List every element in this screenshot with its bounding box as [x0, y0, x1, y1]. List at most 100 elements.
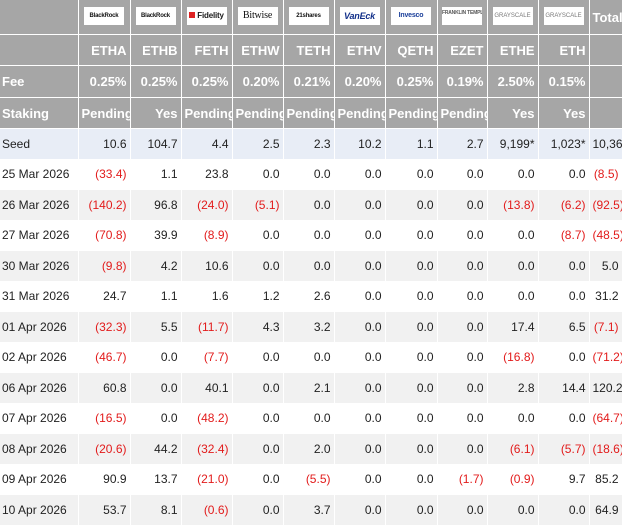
- fee-row: Fee 0.25% 0.25% 0.25% 0.20% 0.21% 0.20% 0.25% 0.…: [0, 65, 622, 98]
- flow-cell: 0.0: [232, 250, 284, 282]
- flow-cell: 9.7: [538, 464, 590, 495]
- flow-cell: 0.0: [232, 372, 284, 404]
- ticker-header: ETHB: [130, 34, 182, 66]
- ticker-row: ETHA ETHB FETH ETHW TETH ETHV QETH EZET ETHE ETH: [0, 34, 622, 66]
- fee-value: 0.20%: [334, 65, 386, 98]
- flow-cell: 2.8: [487, 372, 539, 404]
- ticker-header: ETHW: [232, 34, 284, 66]
- issuer-logo: GRAYSCALE: [543, 6, 584, 25]
- row-date-label: 27 Mar 2026: [0, 220, 79, 251]
- ticker-header: ETHV: [334, 34, 386, 66]
- issuer-logo-text: BlackRock: [89, 12, 119, 19]
- issuer-logo-text: GRAYSCALE: [494, 12, 531, 19]
- issuer-logo-text: VanEck: [344, 10, 375, 21]
- flow-cell: (70.8): [78, 220, 131, 251]
- ticker-header: EZET: [437, 34, 488, 66]
- flow-cell: (20.6): [78, 433, 131, 465]
- flow-cell: 8.1: [130, 494, 182, 526]
- flow-cell: 90.9: [78, 464, 131, 495]
- flow-cell: (13.8): [487, 189, 539, 221]
- row-date-label: 01 Apr 2026: [0, 311, 79, 343]
- issuer-logo-text: FRANKLIN TEMPLETON: [442, 9, 482, 16]
- staking-value: Pending: [283, 97, 335, 129]
- table-row: 27 Mar 2026 (70.8) 39.9 (8.9) 0.0 0.0 0.0 0.0 0.…: [0, 220, 622, 251]
- flow-cell: 0.0: [437, 311, 488, 343]
- flow-cell: 3.7: [283, 494, 335, 526]
- flow-cell: 6.5: [538, 311, 590, 343]
- flow-cell: 0.0: [385, 403, 438, 434]
- flow-cell: 0.0: [232, 464, 284, 495]
- flow-cell: 10.6: [181, 250, 233, 282]
- flow-cell: 0.0: [334, 464, 386, 495]
- flow-cell: 0.0: [130, 342, 182, 373]
- flow-cell: 2.7: [437, 128, 488, 160]
- flow-cell: 0.0: [487, 250, 539, 282]
- ticker-header: TETH: [283, 34, 335, 66]
- flow-cell: (32.3): [78, 311, 131, 343]
- flow-cell: 0.0: [487, 403, 539, 434]
- flow-cell: 1.1: [130, 159, 182, 190]
- flow-cell: 17.4: [487, 311, 539, 343]
- flow-cell: (8.9): [181, 220, 233, 251]
- issuer-logo: Fidelity: [186, 6, 227, 25]
- flow-cell: 39.9: [130, 220, 182, 251]
- flow-cell: (32.4): [181, 433, 233, 465]
- flow-cell: 0.0: [385, 464, 438, 495]
- issuer-logo-cell: GRAYSCALE: [487, 0, 539, 35]
- flow-cell: 0.0: [283, 342, 335, 373]
- flow-cell: 0.0: [334, 433, 386, 465]
- issuer-logo-cell: BlackRock: [78, 0, 131, 35]
- fee-label: Fee: [0, 65, 79, 98]
- issuer-logo: FRANKLIN TEMPLETON: [442, 6, 482, 25]
- flow-cell: 1.1: [385, 128, 438, 160]
- issuer-logo: Bitwise: [237, 6, 278, 25]
- staking-value: Pending: [181, 97, 233, 129]
- total-flow-cell: 64.9: [589, 494, 622, 526]
- table-row: 06 Apr 2026 60.8 0.0 40.1 0.0 2.1 0.0 0.0 0.0 2.8…: [0, 372, 622, 404]
- flow-cell: 0.0: [385, 494, 438, 526]
- flow-cell: 0.0: [437, 494, 488, 526]
- flow-cell: 0.0: [283, 189, 335, 221]
- flow-cell: 1.6: [181, 281, 233, 312]
- flow-cell: (140.2): [78, 189, 131, 221]
- ticker-header: ETH: [538, 34, 590, 66]
- fee-value: 0.19%: [437, 65, 488, 98]
- total-flow-cell: 85.2: [589, 464, 622, 495]
- issuer-logo-cell: VanEck: [334, 0, 386, 35]
- flow-cell: 0.0: [334, 311, 386, 343]
- flow-cell: 0.0: [334, 159, 386, 190]
- flow-cell: 0.0: [334, 403, 386, 434]
- row-date-label: 10 Apr 2026: [0, 494, 79, 526]
- flow-cell: (46.7): [78, 342, 131, 373]
- total-flow-cell: 5.0: [589, 250, 622, 282]
- table-row: 26 Mar 2026 (140.2) 96.8 (24.0) (5.1) 0.0 0.0 0…: [0, 189, 622, 221]
- staking-value: Pending: [385, 97, 438, 129]
- table-row: 07 Apr 2026 (16.5) 0.0 (48.2) 0.0 0.0 0.0 0.0 0.…: [0, 403, 622, 434]
- flow-cell: 10.6: [78, 128, 131, 160]
- flow-cell: 2.1: [283, 372, 335, 404]
- flow-cell: 40.1: [181, 372, 233, 404]
- total-flow-cell: (64.7): [589, 403, 622, 434]
- total-flow-cell: 10,360: [589, 128, 622, 160]
- total-flow-cell: 31.2: [589, 281, 622, 312]
- fidelity-mark-icon: [189, 12, 196, 19]
- flow-cell: 0.0: [437, 250, 488, 282]
- flow-cell: 5.5: [130, 311, 182, 343]
- flow-cell: (11.7): [181, 311, 233, 343]
- flow-cell: 0.0: [385, 311, 438, 343]
- ticker-label-cell: [0, 34, 79, 66]
- table-row: 08 Apr 2026 (20.6) 44.2 (32.4) 0.0 2.0 0.0 0.0 0…: [0, 433, 622, 465]
- flow-cell: (8.7): [538, 220, 590, 251]
- issuer-logo-text: Bitwise: [242, 9, 273, 21]
- row-date-label: Seed: [0, 128, 79, 160]
- flow-cell: 2.0: [283, 433, 335, 465]
- staking-value: Pending: [334, 97, 386, 129]
- flow-cell: 0.0: [283, 220, 335, 251]
- table-row: 10 Apr 2026 53.7 8.1 (0.6) 0.0 3.7 0.0 0.0 0.0 0.…: [0, 494, 622, 526]
- row-date-label: 08 Apr 2026: [0, 433, 79, 465]
- flow-cell: 4.2: [130, 250, 182, 282]
- flow-cell: 0.0: [130, 403, 182, 434]
- issuer-logo-cell: Fidelity: [181, 0, 233, 35]
- flow-cell: (48.2): [181, 403, 233, 434]
- flow-cell: 9,199*: [487, 128, 539, 160]
